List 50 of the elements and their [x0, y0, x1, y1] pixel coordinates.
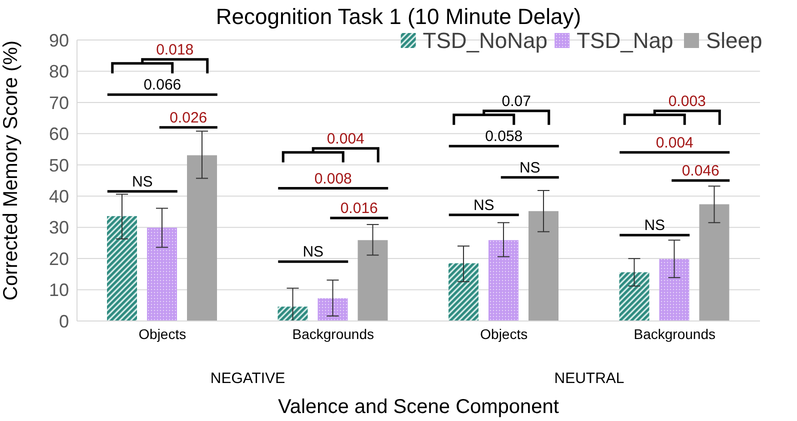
annotation: 0.058	[485, 128, 523, 146]
bar	[488, 240, 518, 321]
x-tick-label: Objects	[480, 326, 528, 342]
y-tick-label: 90	[48, 30, 69, 50]
annotation: NS	[644, 217, 666, 234]
y-tick-label: 30	[48, 218, 69, 238]
bar	[278, 306, 308, 321]
annotation: NS	[519, 159, 540, 176]
text: NEUTRAL	[554, 370, 624, 387]
legend-label: TSD_NoNap	[422, 28, 548, 53]
bar	[187, 155, 217, 321]
y-tick-label: 20	[48, 248, 69, 269]
bar	[448, 263, 478, 321]
annotation: NS	[132, 173, 153, 190]
annotation: 0.07	[502, 92, 531, 110]
bar	[107, 216, 137, 321]
legend-label: TSD_Nap	[576, 28, 674, 53]
annotation: 0.003	[668, 92, 706, 110]
x-tick-label: Backgrounds	[634, 326, 716, 342]
bar	[659, 258, 690, 321]
bar	[528, 211, 558, 321]
annotation: NS	[473, 196, 494, 214]
annotation: 0.008	[314, 170, 352, 188]
annotation: 0.004	[656, 134, 694, 152]
bar	[147, 228, 177, 321]
y-tick-label: 70	[48, 92, 69, 113]
y-axis-title: Corrected Memory Score (%)	[0, 40, 22, 300]
legend-label: Sleep	[706, 28, 762, 53]
y-tick-label: 10	[48, 280, 69, 300]
annotation: 0.026	[170, 109, 208, 126]
bar	[318, 298, 348, 321]
annotation: 0.046	[682, 162, 720, 180]
annotation: 0.018	[156, 41, 194, 58]
bar	[699, 204, 730, 321]
y-tick-label: 50	[48, 155, 69, 176]
y-tick-label: 40	[48, 186, 69, 206]
x-tick-label: Objects	[138, 326, 186, 342]
y-tick-label: 0	[58, 311, 69, 332]
text: NEGATIVE	[210, 370, 286, 387]
x-axis-title: Valence and Scene Component	[278, 396, 560, 418]
chart-title: Recognition Task 1 (10 Minute Delay)	[216, 4, 582, 29]
bar	[358, 240, 388, 321]
bar	[619, 272, 650, 321]
annotation: 0.066	[144, 76, 182, 94]
annotation: 0.016	[340, 200, 378, 217]
y-tick-label: 60	[48, 124, 69, 144]
y-tick-label: 80	[48, 62, 69, 82]
annotation: NS	[302, 244, 324, 261]
annotation: 0.004	[326, 130, 364, 148]
x-tick-label: Backgrounds	[292, 326, 374, 342]
